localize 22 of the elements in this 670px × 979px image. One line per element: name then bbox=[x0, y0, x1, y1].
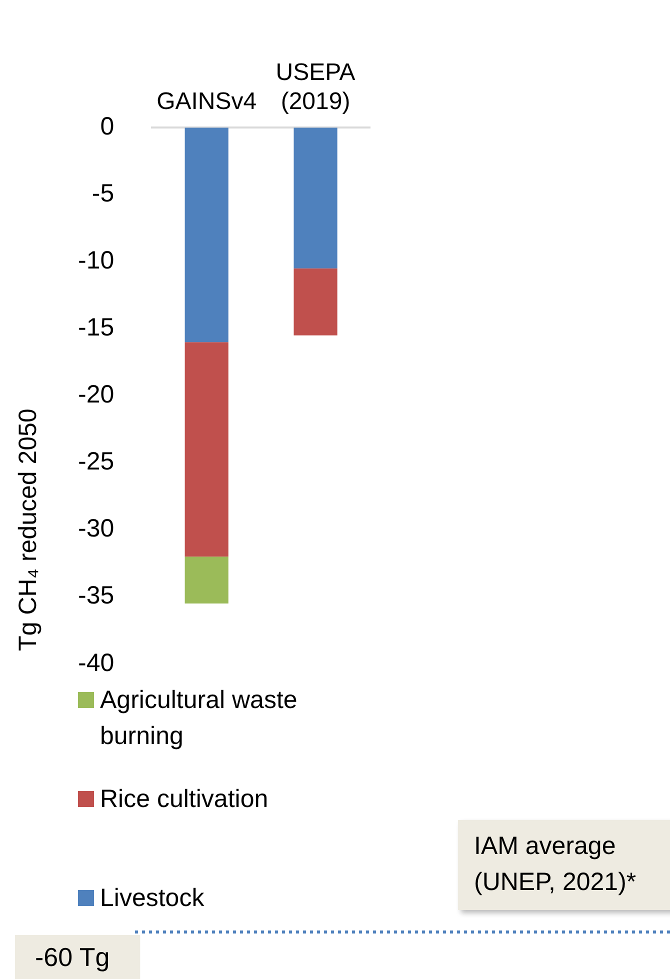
bar bbox=[184, 556, 228, 604]
bar bbox=[294, 128, 338, 268]
y-axis-title: Tg CH₄ reduced 2050 bbox=[14, 408, 42, 651]
y-tick-label: -10 bbox=[78, 246, 114, 275]
bar bbox=[184, 128, 228, 342]
legend-label: Livestock bbox=[100, 883, 204, 914]
legend-label: Rice cultivation bbox=[100, 784, 268, 815]
y-tick-label: -35 bbox=[78, 582, 114, 610]
y-tick-label: 0 bbox=[100, 112, 114, 140]
bar bbox=[294, 268, 338, 336]
y-tick-label: -25 bbox=[78, 448, 114, 476]
x-tick-label: USEPA (2019) bbox=[276, 59, 356, 115]
bar bbox=[184, 342, 228, 557]
y-tick-label: -30 bbox=[78, 514, 114, 543]
y-tick-label: -20 bbox=[78, 380, 114, 409]
y-tick-label: -5 bbox=[92, 180, 114, 208]
y-tick-label: -40 bbox=[78, 648, 114, 677]
x-tick-label: GAINSv4 bbox=[156, 88, 257, 115]
ref-line-label: -60 Tg bbox=[35, 942, 110, 972]
y-tick-label: -15 bbox=[78, 314, 114, 342]
legend-label: Agricultural waste burning bbox=[100, 685, 298, 752]
text: IAM average (UNEP, 2021)* bbox=[458, 820, 670, 910]
